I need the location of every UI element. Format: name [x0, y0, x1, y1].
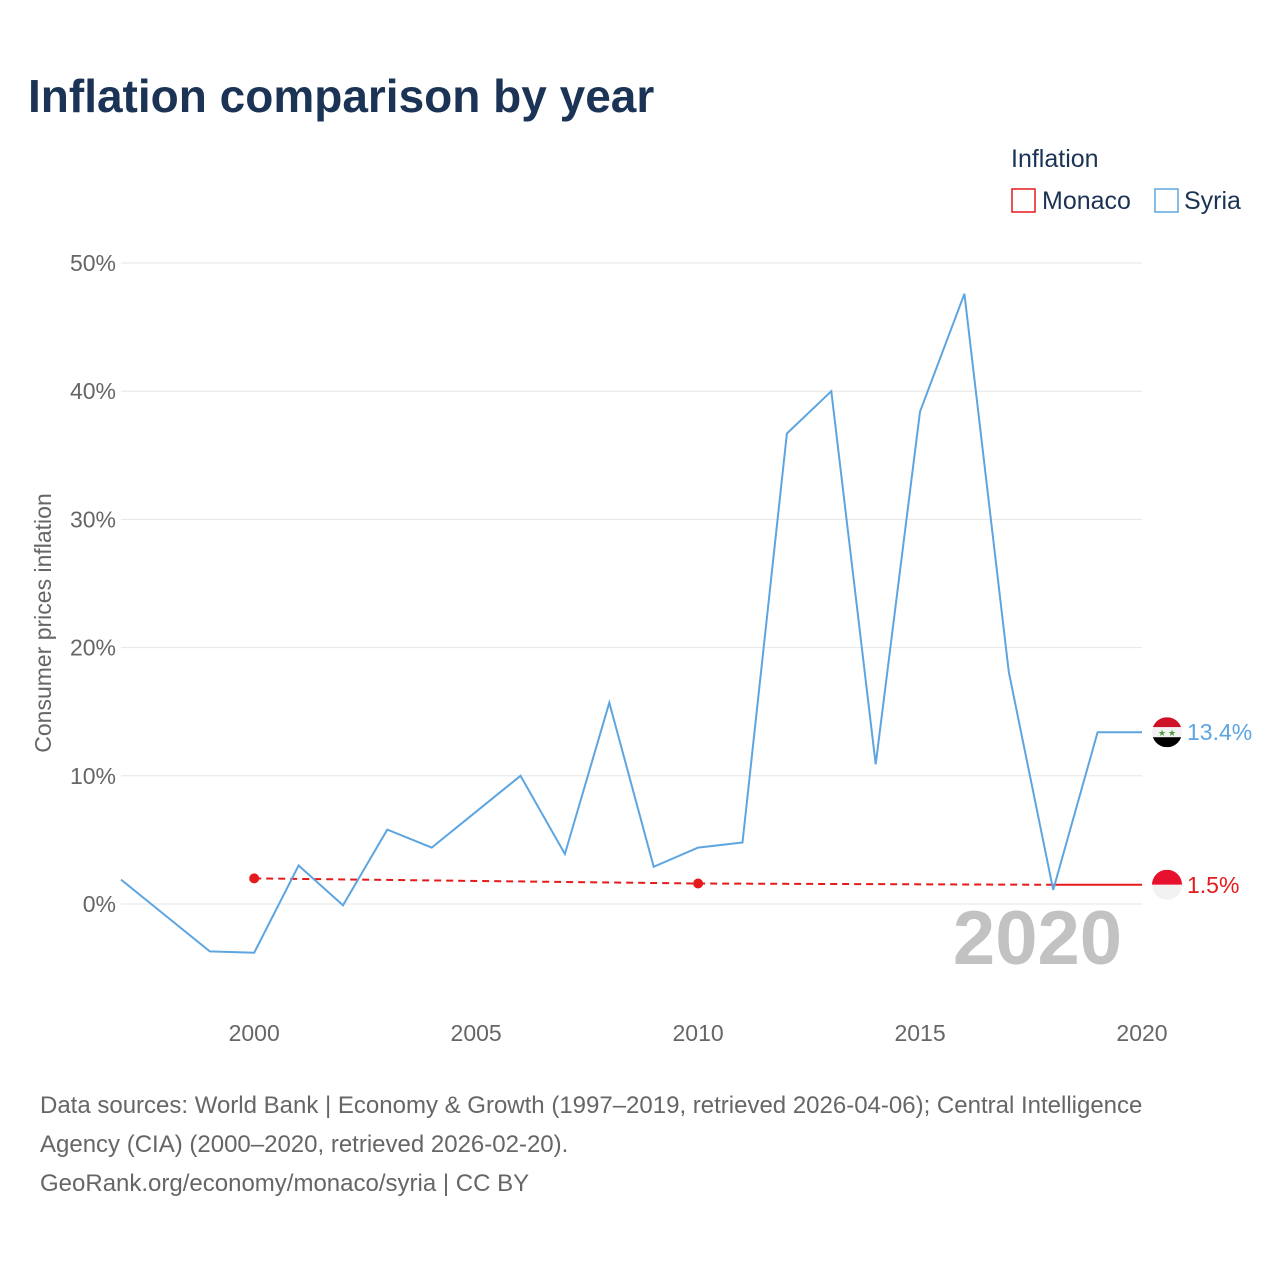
legend-label-monaco: Monaco — [1042, 187, 1131, 215]
legend: Inflation Monaco Syria — [1011, 145, 1241, 215]
monaco-flag-icon — [1152, 869, 1182, 900]
source-line-2: Agency (CIA) (2000–2020, retrieved 2026-… — [40, 1131, 568, 1158]
legend-entry-syria[interactable]: Syria — [1154, 187, 1241, 215]
legend-label-syria: Syria — [1184, 187, 1241, 215]
series-line-syria — [120, 293, 1142, 954]
grid-lines — [121, 262, 1142, 905]
end-label-monaco: 1.5% — [1187, 872, 1239, 898]
series-monaco — [249, 873, 1142, 889]
series-layer — [120, 293, 1142, 954]
y-tick-label: 50% — [70, 250, 116, 276]
y-tick-label: 40% — [70, 378, 116, 404]
end-label-syria: 13.4% — [1187, 719, 1252, 745]
series-syria — [120, 293, 1142, 954]
legend-swatch-syria — [1154, 188, 1179, 213]
y-tick-labels: 0% 10% 20% 30% 40% 50% — [70, 250, 116, 917]
chart-title: Inflation comparison by year — [28, 70, 654, 122]
y-tick-label: 20% — [70, 635, 116, 661]
x-tick-labels: 2000 2005 2010 2015 2020 — [229, 1020, 1168, 1046]
y-axis-title: Consumer prices inflation — [30, 493, 56, 753]
legend-title: Inflation — [1011, 145, 1099, 173]
x-tick-label: 2005 — [451, 1020, 502, 1046]
y-tick-label: 30% — [70, 506, 116, 532]
syria-flag-icon: ★ ★ — [1152, 717, 1182, 748]
source-line-1: Data sources: World Bank | Economy & Gro… — [40, 1092, 1142, 1119]
year-watermark: 2020 — [953, 896, 1122, 981]
data-point-monaco[interactable] — [693, 878, 704, 889]
svg-text:★: ★ — [1158, 728, 1166, 738]
data-point-monaco[interactable] — [249, 873, 260, 884]
x-tick-label: 2010 — [673, 1020, 724, 1046]
end-markers: 1.5%★ ★ 13.4% — [1152, 717, 1252, 900]
x-tick-label: 2000 — [229, 1020, 280, 1046]
x-tick-label: 2015 — [894, 1020, 945, 1046]
legend-entry-monaco[interactable]: Monaco — [1011, 187, 1131, 215]
source-link[interactable]: GeoRank.org/economy/monaco/syria | CC BY — [40, 1170, 529, 1197]
y-tick-label: 10% — [70, 763, 116, 789]
x-tick-label: 2020 — [1116, 1020, 1167, 1046]
y-tick-label: 0% — [83, 891, 116, 917]
legend-swatch-monaco — [1011, 188, 1036, 213]
source-footer: Data sources: World Bank | Economy & Gro… — [40, 1092, 1142, 1197]
series-line-monaco-dashed — [254, 877, 1054, 886]
svg-text:★: ★ — [1168, 728, 1176, 738]
